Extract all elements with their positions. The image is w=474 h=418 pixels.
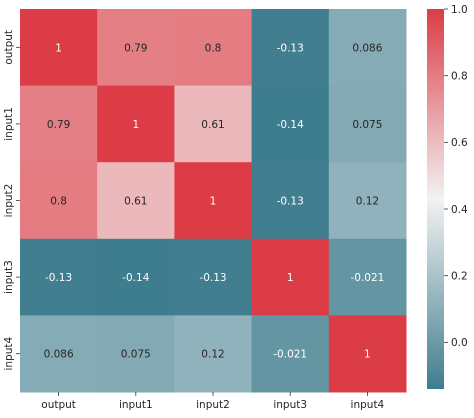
- x-tick-label-input3: input3: [273, 399, 307, 411]
- heatmap-cell-input3-input4: [328, 238, 407, 316]
- colorbar-tick-label-0.2: 0.2: [451, 270, 468, 282]
- heatmap-cell-output-output: [20, 9, 98, 87]
- y-tick-label-input2: input2: [3, 184, 15, 218]
- cell-label-input1-input2: 0.61: [201, 119, 224, 131]
- cell-label-input3-output: -0.13: [45, 272, 72, 284]
- cell-label-input4-input1: 0.075: [121, 349, 151, 361]
- cell-label-input1-input4: 0.075: [352, 119, 382, 131]
- y-tick-label-output: output: [3, 30, 15, 65]
- heatmap-cell-input1-input1: [97, 85, 175, 163]
- heatmap-cell-input1-output: [20, 85, 98, 163]
- heatmap-cell-input2-input3: [251, 162, 330, 240]
- x-tick-label-input2: input2: [196, 399, 230, 411]
- heatmap-cell-output-input2: [174, 9, 253, 87]
- heatmap-cell-input4-input4: [328, 315, 407, 393]
- cell-label-input2-input4: 0.12: [356, 196, 379, 208]
- x-tick-label-input1: input1: [119, 399, 153, 411]
- heatmap-cell-input2-output: [20, 162, 98, 240]
- cell-label-output-input3: -0.13: [277, 42, 304, 54]
- heatmap-cell-output-input1: [97, 9, 175, 87]
- y-tick-label-input1: input1: [3, 107, 15, 141]
- colorbar-gradient: [427, 9, 444, 389]
- heatmap-cell-input4-output: [20, 315, 98, 393]
- heatmap-cell-input4-input1: [97, 315, 175, 393]
- heatmap-cell-input3-output: [20, 238, 98, 316]
- cell-label-output-input2: 0.8: [205, 42, 222, 54]
- cell-label-output-input4: 0.086: [352, 42, 382, 54]
- colorbar-tick-label-0.8: 0.8: [451, 70, 468, 82]
- cell-label-input3-input3: 1: [287, 272, 294, 284]
- cell-label-input1-input1: 1: [132, 119, 139, 131]
- colorbar-tick-label-0.4: 0.4: [451, 204, 468, 216]
- cell-label-input3-input4: -0.021: [350, 272, 384, 284]
- y-axis: output input1 input2 input3 input4: [3, 30, 20, 371]
- y-tick-label-input3: input3: [3, 260, 15, 294]
- heatmap-cell-input4-input3: [251, 315, 330, 393]
- heatmap-cell-input1-input3: [251, 85, 330, 163]
- colorbar-tick-label-1.0: 1.0: [451, 4, 468, 16]
- cell-label-input4-input3: -0.021: [273, 349, 307, 361]
- cell-label-input1-output: 0.79: [47, 119, 70, 131]
- heatmap-cells: 1 0.79 0.8 -0.13 0.086 0.79 1 0.61 -0.14 0.075 0.8…: [20, 9, 407, 393]
- heatmap-cell-input3-input3: [251, 238, 330, 316]
- heatmap-cell-input2-input2: [174, 162, 253, 240]
- x-tick-label-output: output: [41, 399, 76, 411]
- heatmap-cell-output-input4: [328, 9, 407, 87]
- colorbar: 1.0 0.8 0.6 0.4 0.2 0.0: [427, 4, 468, 389]
- x-axis: output input1 input2 input3 input4: [41, 392, 385, 411]
- colorbar-tick-label-0.6: 0.6: [451, 137, 468, 149]
- cell-label-input4-input2: 0.12: [201, 349, 224, 361]
- cell-label-input4-output: 0.086: [44, 349, 74, 361]
- heatmap-cell-input3-input1: [97, 238, 175, 316]
- heatmap-cell-input2-input1: [97, 162, 175, 240]
- heatmap-cell-output-input3: [251, 9, 330, 87]
- heatmap-cell-input3-input2: [174, 238, 253, 316]
- heatmap-cell-input1-input2: [174, 85, 253, 163]
- heatmap-cell-input1-input4: [328, 85, 407, 163]
- x-tick-label-input4: input4: [351, 399, 385, 411]
- y-tick-label-input4: input4: [3, 337, 15, 371]
- cell-label-input2-input1: 0.61: [124, 196, 147, 208]
- cell-label-output-input1: 0.79: [124, 42, 147, 54]
- cell-label-input4-input4: 1: [364, 349, 371, 361]
- colorbar-tick-label-0.0: 0.0: [451, 337, 468, 349]
- cell-label-output-output: 1: [55, 42, 62, 54]
- cell-label-input3-input2: -0.13: [199, 272, 226, 284]
- cell-label-input1-input3: -0.14: [277, 119, 304, 131]
- cell-label-input2-output: 0.8: [50, 196, 67, 208]
- heatmap-cell-input2-input4: [328, 162, 407, 240]
- cell-label-input2-input3: -0.13: [277, 196, 304, 208]
- cell-label-input3-input1: -0.14: [122, 272, 149, 284]
- heatmap-cell-input4-input2: [174, 315, 253, 393]
- cell-label-input2-input2: 1: [210, 196, 217, 208]
